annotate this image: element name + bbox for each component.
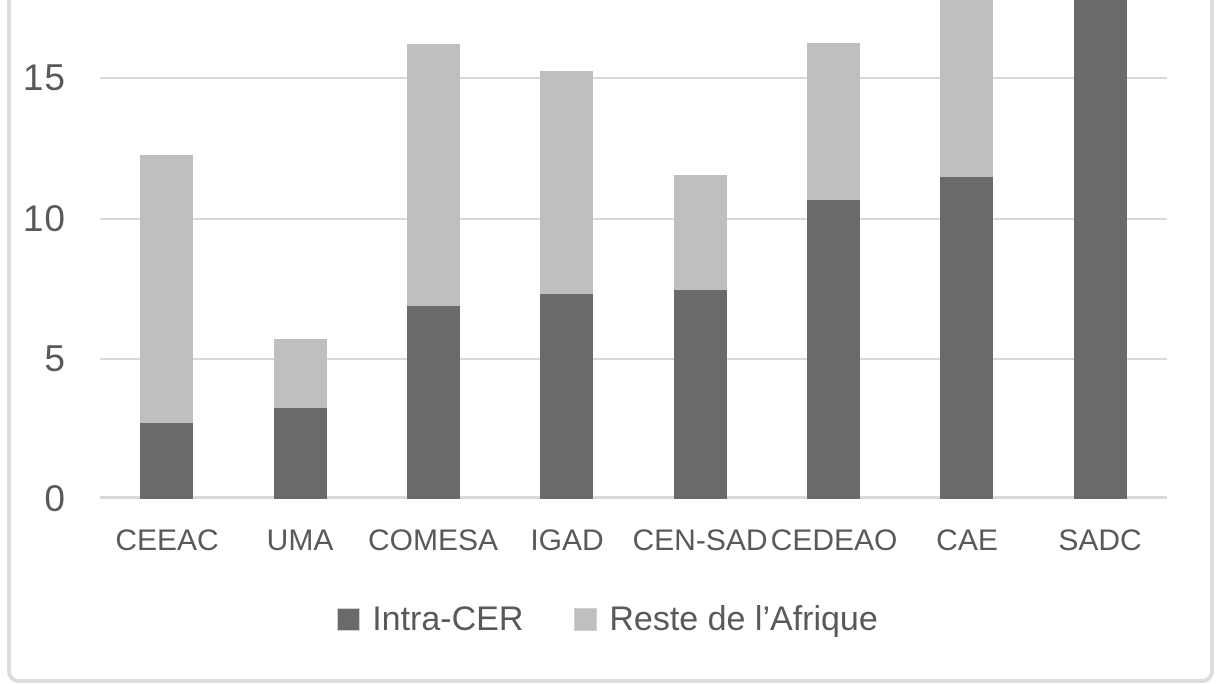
bar-segment-COMESA-intra-cer	[407, 306, 460, 499]
x-category-label: IGAD	[530, 524, 604, 557]
bar-segment-IGAD-intra-cer	[540, 294, 593, 499]
bar-segment-UMA-intra-cer	[274, 408, 327, 499]
x-category-label: CAE	[936, 524, 998, 557]
legend-swatch-icon	[575, 609, 597, 630]
bar-segment-CEEAC-intra-cer	[140, 423, 193, 499]
bar-segment-IGAD-reste-de-l’afrique	[540, 71, 593, 294]
legend-label: Reste de l’Afrique	[609, 600, 878, 638]
legend-item-intra-cer: Intra-CER	[338, 600, 523, 639]
y-tick-label: 5	[44, 338, 66, 379]
x-axis: CEEAC UMA COMESA IGAD CEN-SAD CEDEAO CAE SADC	[100, 524, 1167, 564]
bar-segment-COMESA-reste-de-l’afrique	[407, 44, 460, 306]
x-category-label: UMA	[266, 524, 334, 557]
x-category-label: CEEAC	[115, 524, 219, 557]
legend-swatch-icon	[338, 609, 360, 630]
bar-segment-CEN-SAD-intra-cer	[674, 290, 727, 499]
y-tick-label: 10	[22, 198, 66, 239]
y-tick-label: 0	[44, 478, 66, 519]
legend-label: Intra-CER	[372, 600, 524, 638]
bar-segment-CEDEAO-reste-de-l’afrique	[807, 43, 860, 200]
bar-segment-UMA-reste-de-l’afrique	[274, 339, 327, 408]
x-category-label: SADC	[1058, 524, 1142, 557]
x-category-label: CEDEAO	[770, 524, 898, 557]
bar-segment-CAE-intra-cer	[940, 177, 993, 499]
legend: Intra-CER Reste de l’Afrique	[0, 600, 1216, 639]
bar-segment-SADC-intra-cer	[1074, 0, 1127, 499]
gridline-15	[100, 77, 1167, 79]
x-category-label: CEN-SAD	[632, 524, 768, 557]
gridline-10	[100, 218, 1167, 220]
y-tick-label: 15	[22, 57, 66, 98]
gridline-0	[100, 496, 1167, 499]
bar-segment-CAE-reste-de-l’afrique	[940, 0, 993, 177]
gridline-5	[100, 358, 1167, 360]
legend-item-reste-de-l’afrique: Reste de l’Afrique	[575, 600, 878, 639]
bar-segment-CEN-SAD-reste-de-l’afrique	[674, 175, 727, 290]
bar-segment-CEDEAO-intra-cer	[807, 200, 860, 499]
bar-segment-CEEAC-reste-de-l’afrique	[140, 155, 193, 423]
plot-area	[100, 0, 1167, 499]
x-category-label: COMESA	[367, 524, 499, 557]
y-axis: 15 10 5 0	[0, 0, 66, 519]
